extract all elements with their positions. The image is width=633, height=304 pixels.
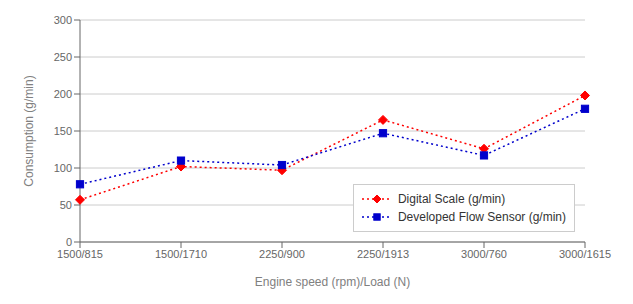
svg-text:1500/815: 1500/815	[57, 248, 103, 260]
svg-text:1500/1710: 1500/1710	[155, 248, 207, 260]
svg-text:50: 50	[60, 199, 72, 211]
svg-text:300: 300	[54, 14, 72, 26]
html-text:Digital Scale (g/min): Digital Scale (g/min)	[397, 192, 506, 206]
svg-text:Consumption (g/min): Consumption (g/min)	[22, 75, 36, 186]
svg-text:2250/900: 2250/900	[259, 248, 305, 260]
svg-text:100: 100	[54, 162, 72, 174]
svg-text:Engine speed (rpm)/Load (N): Engine speed (rpm)/Load (N)	[255, 275, 410, 289]
svg-text:3000/760: 3000/760	[461, 248, 507, 260]
svg-text:3000/1615: 3000/1615	[559, 248, 611, 260]
svg-text:0: 0	[66, 236, 72, 248]
svg-text:150: 150	[54, 125, 72, 137]
svg-text:2250/1913: 2250/1913	[357, 248, 409, 260]
html-text:Developed Flow Sensor (g/min): Developed Flow Sensor (g/min)	[397, 210, 566, 224]
svg-text:250: 250	[54, 51, 72, 63]
svg-text:200: 200	[54, 88, 72, 100]
